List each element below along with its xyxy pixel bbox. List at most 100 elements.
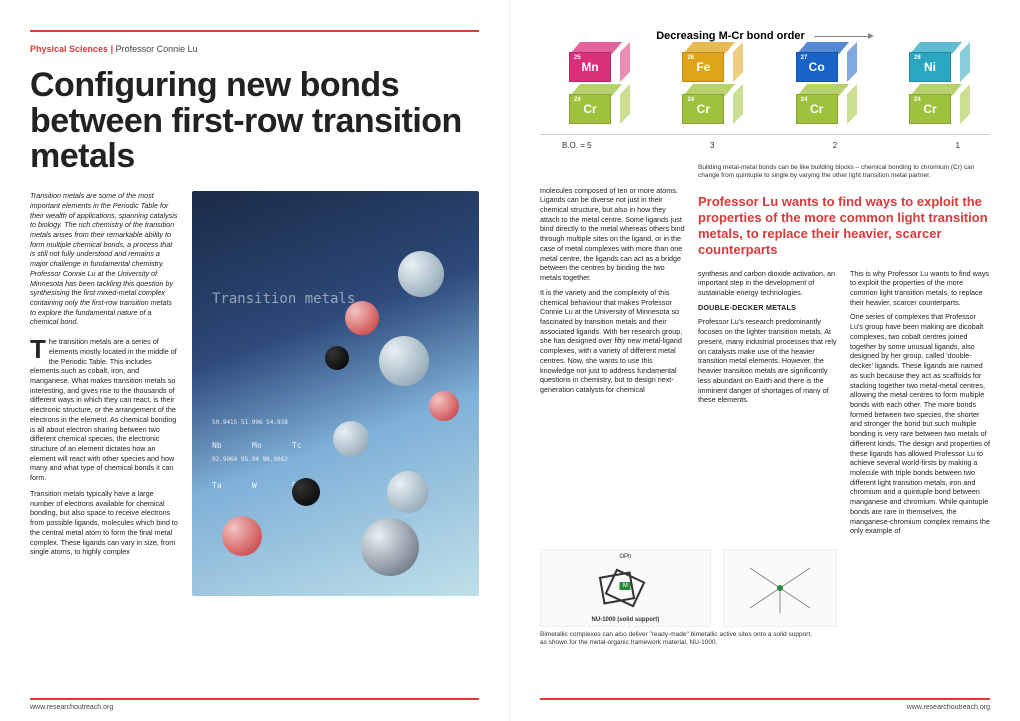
arrow-icon — [814, 33, 874, 40]
intro-text: Transition metals are some of the most i… — [30, 191, 177, 326]
page-footer-left: www.researchoutreach.org — [30, 698, 479, 711]
cube-face: 26 Fe — [682, 52, 724, 82]
element-block-ni: 28 Ni — [890, 52, 980, 84]
c3-p2: One series of complexes that Professor L… — [850, 312, 990, 536]
article-title: Configuring new bonds between first-row … — [30, 68, 479, 175]
cube-side — [960, 42, 970, 82]
atomic-number: 24 — [914, 97, 921, 103]
element-symbol: Cr — [697, 102, 710, 116]
element-block-mn: 25 Mn — [550, 52, 640, 84]
pt-wt-2: 92.9064 95.94 98.9062 — [212, 456, 288, 463]
c2-head: DOUBLE-DECKER METALS — [698, 303, 838, 313]
molecule-atom-2 — [345, 301, 379, 335]
footer-url-right: www.researchoutreach.org — [907, 704, 990, 711]
cube-face: 24 Cr — [682, 94, 724, 124]
atomic-number: 25 — [574, 55, 581, 61]
bo-v1: 3 — [710, 141, 714, 150]
element-block-cr: 24 Cr — [663, 94, 753, 126]
cube-face: 24 Cr — [796, 94, 838, 124]
element-block-cr: 24 Cr — [777, 94, 867, 126]
element-block-cr: 24 Cr — [550, 94, 640, 126]
molecule-atom-5 — [429, 391, 459, 421]
bo-label: B.O. = 5 — [562, 141, 592, 150]
c2-p2: Professor Lu's research predominantly fo… — [698, 317, 838, 404]
body-column-left: The transition metals are a series of el… — [30, 337, 178, 557]
cube-face: 25 Mn — [569, 52, 611, 82]
fig-label-m: M — [620, 582, 631, 590]
pullquote: Professor Lu wants to find ways to explo… — [698, 194, 990, 259]
col-2: synthesis and carbon dioxide activation,… — [698, 269, 838, 541]
framework-svg — [740, 558, 820, 618]
cube-fe: 26 Fe — [682, 52, 734, 88]
c1-p2: It is the variety and the complexity of … — [540, 288, 686, 395]
cube-co: 27 Co — [796, 52, 848, 88]
chart-title: Decreasing M-Cr bond order — [540, 30, 990, 42]
molecule-atom-10 — [292, 478, 320, 506]
category-line: Physical Sciences | Professor Connie Lu — [30, 44, 479, 54]
cube-ni: 28 Ni — [909, 52, 961, 88]
element-block-cr: 24 Cr — [890, 94, 980, 126]
fig-label-support: NU-1000 (solid support) — [592, 617, 660, 623]
atomic-number: 24 — [574, 97, 581, 103]
cube-cr: 24 Cr — [796, 94, 848, 130]
cube-face: 24 Cr — [569, 94, 611, 124]
intro-abstract: Transition metals are some of the most i… — [30, 191, 178, 327]
cube-side — [847, 42, 857, 82]
cube-mn: 25 Mn — [569, 52, 621, 88]
fig-label-oph: OPh — [619, 554, 631, 560]
figure-row: OPh M NU-1000 (solid support) — [540, 549, 990, 627]
blocks-top-row: 25 Mn 26 Fe 27 Co 28 Ni — [540, 52, 990, 84]
intro-row: Transition metals are some of the most i… — [30, 191, 479, 596]
bo-v3: 1 — [956, 141, 960, 150]
three-column-body: molecules composed of ten or more atoms.… — [540, 186, 990, 541]
c1-p1: molecules composed of ten or more atoms.… — [540, 186, 686, 283]
atomic-number: 26 — [687, 55, 694, 61]
pt-header: Transition metals — [212, 291, 355, 307]
bo-label-txt: B.O. = — [562, 141, 585, 150]
atomic-number: 28 — [914, 55, 921, 61]
upper-caption-row: Building metal-metal bonds can be like b… — [540, 164, 990, 180]
cube-face: 24 Cr — [909, 94, 951, 124]
cube-face: 27 Co — [796, 52, 838, 82]
c3-p1: This is why Professor Lu wants to find w… — [850, 269, 990, 308]
cube-side — [733, 84, 743, 124]
c2-p1: synthesis and carbon dioxide activation,… — [698, 269, 838, 298]
bo-v2: 2 — [833, 141, 837, 150]
atomic-number: 24 — [801, 97, 808, 103]
framework-diagram — [723, 549, 838, 627]
cube-cr: 24 Cr — [682, 94, 734, 130]
cube-side — [733, 42, 743, 82]
hero-image: Transition metals Nb Mo Tc Ta W Re 50.94… — [192, 191, 479, 596]
bond-order-row: B.O. = 5 3 2 1 — [540, 134, 990, 150]
atomic-number: 27 — [801, 55, 808, 61]
page-footer-right: www.researchoutreach.org — [540, 698, 990, 711]
col-1: molecules composed of ten or more atoms.… — [540, 186, 686, 541]
col-right-wrap: Professor Lu wants to find ways to explo… — [698, 186, 990, 541]
molecule-atom-7 — [387, 471, 429, 513]
pt-el-2: Mo — [252, 441, 262, 450]
molecule-atom-8 — [361, 518, 419, 576]
molecule-atom-4 — [325, 346, 349, 370]
molecule-atom-3 — [379, 336, 429, 386]
pt-el-1: Nb — [212, 441, 222, 450]
top-rule — [30, 30, 479, 32]
chart-title-text: Decreasing M-Cr bond order — [656, 30, 805, 42]
atomic-number: 24 — [687, 97, 694, 103]
molecule-atom-9 — [222, 516, 262, 556]
element-symbol: Ni — [924, 60, 936, 74]
pt-el-3: Tc — [292, 441, 302, 450]
element-symbol: Cr — [923, 102, 936, 116]
page-left: Physical Sciences | Professor Connie Lu … — [0, 0, 510, 721]
element-symbol: Cr — [583, 102, 596, 116]
element-symbol: Fe — [696, 60, 710, 74]
pt-el-5: W — [252, 481, 257, 490]
pt-wt-1: 50.9415 51.996 54.938 — [212, 419, 288, 426]
col-2-3-wrap: synthesis and carbon dioxide activation,… — [698, 269, 990, 541]
element-symbol: Cr — [810, 102, 823, 116]
blocks-bottom-row: 24 Cr 24 Cr 24 Cr 24 Cr — [540, 94, 990, 126]
cube-side — [847, 84, 857, 124]
cube-face: 28 Ni — [909, 52, 951, 82]
element-symbol: Mn — [581, 60, 598, 74]
body-p2: Transition metals typically have a large… — [30, 489, 178, 557]
cube-cr: 24 Cr — [909, 94, 961, 130]
